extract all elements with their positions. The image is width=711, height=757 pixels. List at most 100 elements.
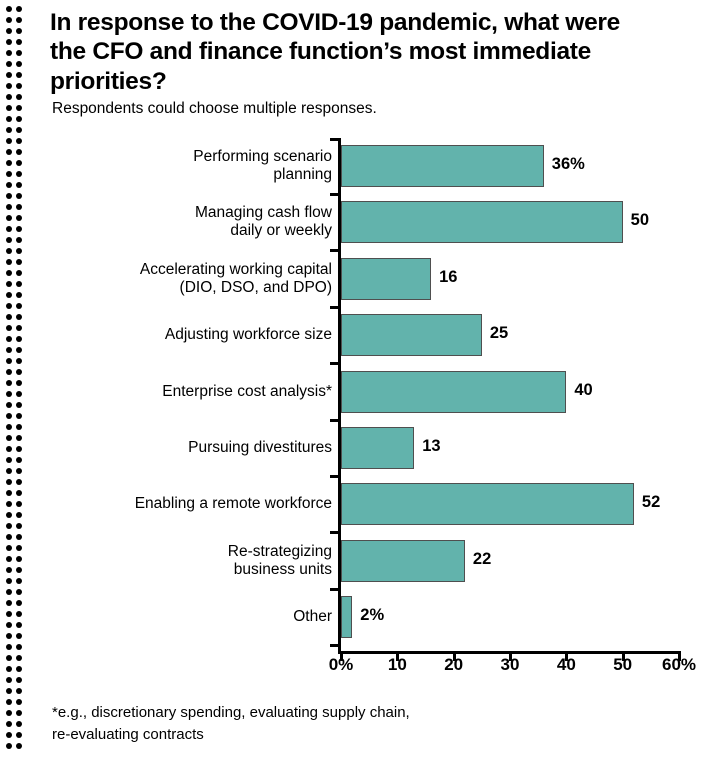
decorative-dot bbox=[16, 468, 22, 474]
value-label: 52 bbox=[641, 493, 661, 512]
decorative-dot bbox=[6, 600, 12, 606]
decorative-dot bbox=[16, 116, 22, 122]
chart-subtitle: Respondents could choose multiple respon… bbox=[52, 100, 377, 117]
decorative-dot bbox=[6, 523, 12, 529]
decorative-dot bbox=[6, 413, 12, 419]
x-axis-tick-label: 60% bbox=[661, 655, 697, 674]
decorative-dot bbox=[16, 600, 22, 606]
decorative-dot bbox=[16, 611, 22, 617]
decorative-dot bbox=[6, 28, 12, 34]
decorative-dot bbox=[16, 39, 22, 45]
decorative-dot bbox=[6, 446, 12, 452]
decorative-dot bbox=[16, 182, 22, 188]
decorative-dot bbox=[6, 435, 12, 441]
decorative-dot bbox=[6, 226, 12, 232]
y-axis-tick bbox=[330, 531, 341, 535]
bar bbox=[341, 201, 623, 244]
value-label: 36% bbox=[551, 155, 585, 173]
chart-title: In response to the COVID-19 pandemic, wh… bbox=[50, 9, 620, 95]
decorative-dot bbox=[16, 732, 22, 738]
decorative-dot bbox=[16, 325, 22, 331]
decorative-dot bbox=[16, 523, 22, 529]
bar bbox=[341, 596, 353, 639]
decorative-dot bbox=[16, 457, 22, 463]
x-axis-tick-label: 50 bbox=[613, 655, 633, 674]
decorative-dot bbox=[16, 666, 22, 672]
decorative-dot bbox=[16, 6, 22, 12]
decorative-dot bbox=[6, 72, 12, 78]
decorative-dot bbox=[6, 699, 12, 705]
value-label: 2% bbox=[360, 606, 385, 625]
decorative-dot bbox=[6, 281, 12, 287]
decorative-dot bbox=[6, 490, 12, 496]
decorative-dot bbox=[6, 688, 12, 694]
x-axis-tick bbox=[509, 651, 512, 661]
decorative-dot bbox=[6, 578, 12, 584]
decorative-dot bbox=[16, 138, 22, 144]
bar-row: Adjusting workforce size 25 bbox=[0, 314, 711, 370]
decorative-dot bbox=[16, 743, 22, 749]
decorative-dot bbox=[6, 204, 12, 210]
bar bbox=[341, 314, 482, 357]
decorative-dot bbox=[16, 204, 22, 210]
decorative-dot bbox=[6, 193, 12, 199]
decorative-dot bbox=[6, 336, 12, 342]
value-label: 50 bbox=[630, 211, 650, 230]
decorative-dot bbox=[16, 28, 22, 34]
decorative-dot bbox=[6, 61, 12, 67]
decorative-dot bbox=[6, 138, 12, 144]
decorative-dot bbox=[6, 39, 12, 45]
decorative-dot bbox=[16, 83, 22, 89]
decorative-dot bbox=[6, 556, 12, 562]
decorative-dot bbox=[16, 633, 22, 639]
decorative-dot bbox=[16, 644, 22, 650]
decorative-dot bbox=[16, 721, 22, 727]
decorative-dot bbox=[16, 358, 22, 364]
decorative-dot bbox=[6, 622, 12, 628]
decorative-dot bbox=[16, 105, 22, 111]
decorative-dot bbox=[16, 699, 22, 705]
decorative-dot bbox=[16, 149, 22, 155]
category-label: Other bbox=[293, 608, 332, 626]
x-axis-tick bbox=[452, 651, 456, 661]
bar-row: Managing cash flow daily or weekly 50 bbox=[0, 201, 711, 257]
bar bbox=[341, 145, 544, 187]
category-label: Accelerating working capital (DIO, DSO, … bbox=[139, 260, 332, 296]
decorative-dot bbox=[16, 567, 22, 573]
decorative-dot bbox=[6, 611, 12, 617]
decorative-dot bbox=[16, 193, 22, 199]
decorative-dot bbox=[6, 347, 12, 353]
decorative-dot bbox=[16, 61, 22, 67]
decorative-dot bbox=[6, 314, 12, 320]
decorative-dot bbox=[6, 743, 12, 749]
decorative-dot bbox=[16, 237, 22, 243]
decorative-dot bbox=[6, 369, 12, 375]
bar bbox=[341, 427, 415, 469]
decorative-dot bbox=[6, 94, 12, 100]
bar-row: Accelerating working capital (DIO, DSO, … bbox=[0, 257, 711, 314]
decorative-dot bbox=[6, 501, 12, 507]
decorative-dot bbox=[6, 116, 12, 122]
y-axis-tick bbox=[330, 587, 341, 591]
category-label: Managing cash flow daily or weekly bbox=[195, 204, 332, 240]
decorative-dot bbox=[16, 391, 22, 397]
decorative-dot bbox=[6, 182, 12, 188]
decorative-dot bbox=[6, 655, 12, 661]
decorative-dot bbox=[16, 369, 22, 375]
decorative-dot bbox=[16, 479, 22, 485]
x-axis-line bbox=[338, 651, 679, 654]
decorative-dot bbox=[6, 50, 12, 56]
decorative-dot bbox=[16, 50, 22, 56]
x-axis-tick bbox=[678, 651, 681, 661]
decorative-dot bbox=[16, 292, 22, 298]
decorative-dot bbox=[16, 215, 22, 221]
decorative-dot bbox=[16, 270, 22, 276]
decorative-dot bbox=[6, 17, 12, 23]
decorative-dot bbox=[16, 72, 22, 78]
decorative-dot bbox=[16, 688, 22, 694]
bar-row: Re-strategizing business units 22 bbox=[0, 539, 711, 596]
decorative-dot bbox=[16, 226, 22, 232]
decorative-dot bbox=[6, 171, 12, 177]
category-label: Adjusting workforce size bbox=[164, 326, 332, 344]
